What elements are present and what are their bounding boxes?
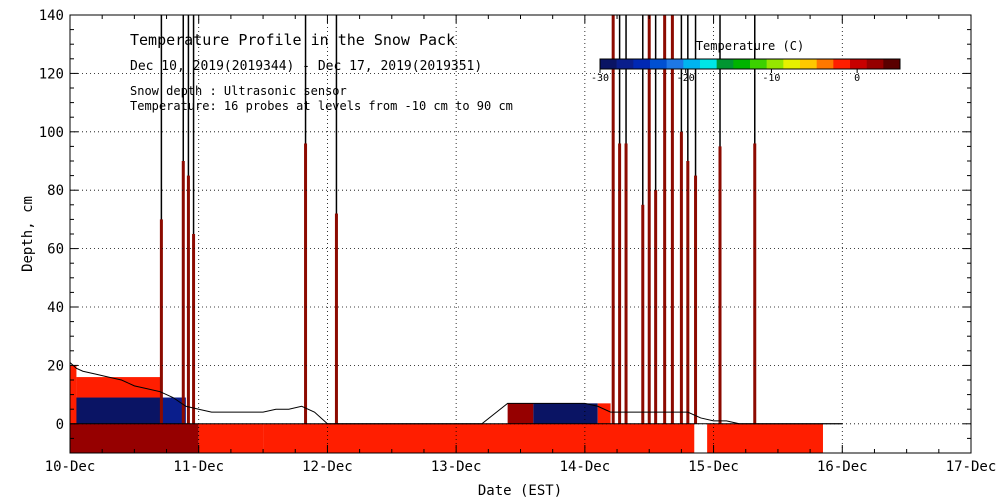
y-tick-label-5: 100 bbox=[39, 125, 64, 141]
spike-fill-17 bbox=[718, 146, 722, 424]
y-tick-label-7: 140 bbox=[39, 8, 64, 24]
x-tick-label-4: 14-Dec bbox=[560, 459, 611, 475]
colorbar-swatch-7 bbox=[716, 59, 734, 69]
spike-fill-6 bbox=[611, 15, 615, 424]
temperature-field-4 bbox=[507, 403, 534, 424]
colorbar-swatch-17 bbox=[883, 59, 901, 69]
x-tick-label-6: 16-Dec bbox=[817, 459, 868, 475]
colorbar-swatch-14 bbox=[833, 59, 851, 69]
annotation-snow-depth: Snow depth : Ultrasonic sensor bbox=[130, 84, 347, 98]
colorbar-swatch-4 bbox=[666, 59, 684, 69]
x-tick-label-3: 13-Dec bbox=[431, 459, 482, 475]
x-tick-label-1: 11-Dec bbox=[173, 459, 224, 475]
spike-fill-11 bbox=[654, 190, 658, 424]
colorbar-swatch-11 bbox=[783, 59, 801, 69]
colorbar-swatch-15 bbox=[850, 59, 867, 69]
temperature-fields bbox=[70, 365, 823, 453]
spike-fill-10 bbox=[647, 15, 651, 424]
spike-fill-13 bbox=[670, 15, 674, 424]
spike-fill-5 bbox=[334, 213, 338, 424]
spike-fill-9 bbox=[641, 204, 645, 424]
colorbar-tick-label-2: -10 bbox=[762, 73, 780, 84]
spike-fill-14 bbox=[679, 131, 683, 424]
temperature-field-5 bbox=[533, 403, 598, 424]
temperature-field-6 bbox=[597, 403, 611, 424]
colorbar-swatch-5 bbox=[683, 59, 701, 69]
y-tick-label-3: 60 bbox=[47, 242, 64, 258]
x-tick-label-2: 12-Dec bbox=[302, 459, 353, 475]
x-tick-label-0: 10-Dec bbox=[45, 459, 96, 475]
colorbar: -30 -20 -10 0 bbox=[591, 58, 901, 84]
x-axis-label: Date (EST) bbox=[478, 483, 562, 499]
x-axis-ticks: 10-Dec 11-Dec 12-Dec 13-Dec 14-Dec 15-Dec 16-D… bbox=[45, 15, 997, 475]
spike-fill-12 bbox=[663, 15, 667, 424]
grid bbox=[70, 15, 971, 453]
spike-fill-16 bbox=[694, 175, 698, 424]
spike-fill-8 bbox=[624, 143, 628, 424]
y-axis-ticks: 0 20 40 60 80 100 120 140 bbox=[39, 8, 971, 454]
colorbar-swatch-12 bbox=[800, 59, 817, 69]
chart-subtitle: Dec 10, 2019(2019344) - Dec 17, 2019(201… bbox=[130, 59, 482, 74]
temperature-field-2 bbox=[76, 377, 161, 398]
chart-title: Temperature Profile in the Snow Pack bbox=[130, 31, 455, 49]
colorbar-tick-label-3: 0 bbox=[854, 73, 860, 84]
spike-fill-4 bbox=[304, 143, 308, 424]
colorbar-swatch-1 bbox=[616, 59, 634, 69]
spike-fill-15 bbox=[686, 161, 690, 424]
annotation-probes: Temperature: 16 probes at levels from -1… bbox=[130, 99, 513, 113]
colorbar-swatch-8 bbox=[733, 59, 751, 69]
spike-fill-7 bbox=[618, 143, 622, 424]
spike-fill-3 bbox=[192, 234, 196, 424]
temperature-field-8 bbox=[198, 423, 264, 453]
colorbar-swatch-0 bbox=[600, 59, 617, 69]
colorbar-title: Temperature (C) bbox=[696, 39, 804, 53]
x-tick-label-7: 17-Dec bbox=[946, 459, 997, 475]
y-axis-label: Depth, cm bbox=[20, 196, 36, 272]
y-tick-label-6: 120 bbox=[39, 66, 64, 82]
x-tick-label-5: 15-Dec bbox=[688, 459, 739, 475]
y-tick-label-2: 40 bbox=[47, 300, 64, 316]
colorbar-swatch-13 bbox=[816, 59, 834, 69]
colorbar-swatch-16 bbox=[866, 59, 884, 69]
temperature-field-3 bbox=[160, 397, 186, 424]
colorbar-swatch-9 bbox=[750, 59, 767, 69]
colorbar-swatch-2 bbox=[633, 59, 651, 69]
spike-fill-2 bbox=[186, 175, 190, 424]
temperature-field-7 bbox=[70, 423, 199, 453]
temperature-field-12 bbox=[707, 423, 823, 453]
colorbar-tick-label-0: -30 bbox=[591, 73, 609, 84]
colorbar-frame bbox=[599, 58, 901, 70]
temperature-field-11 bbox=[263, 423, 695, 453]
y-tick-label-1: 20 bbox=[47, 358, 64, 374]
colorbar-tick-label-1: -20 bbox=[677, 73, 695, 84]
y-tick-label-4: 80 bbox=[47, 183, 64, 199]
colorbar-swatch-10 bbox=[766, 59, 784, 69]
spike-fill-18 bbox=[753, 143, 757, 424]
colorbar-swatch-3 bbox=[650, 59, 667, 69]
y-tick-label-0: 0 bbox=[56, 417, 64, 433]
spike-fill-1 bbox=[181, 161, 185, 424]
colorbar-swatch-6 bbox=[700, 59, 717, 69]
snow-depth-spikes bbox=[159, 15, 757, 424]
spike-fill-0 bbox=[159, 219, 163, 424]
temperature-field-0 bbox=[70, 397, 161, 424]
plot-frame bbox=[69, 14, 972, 454]
